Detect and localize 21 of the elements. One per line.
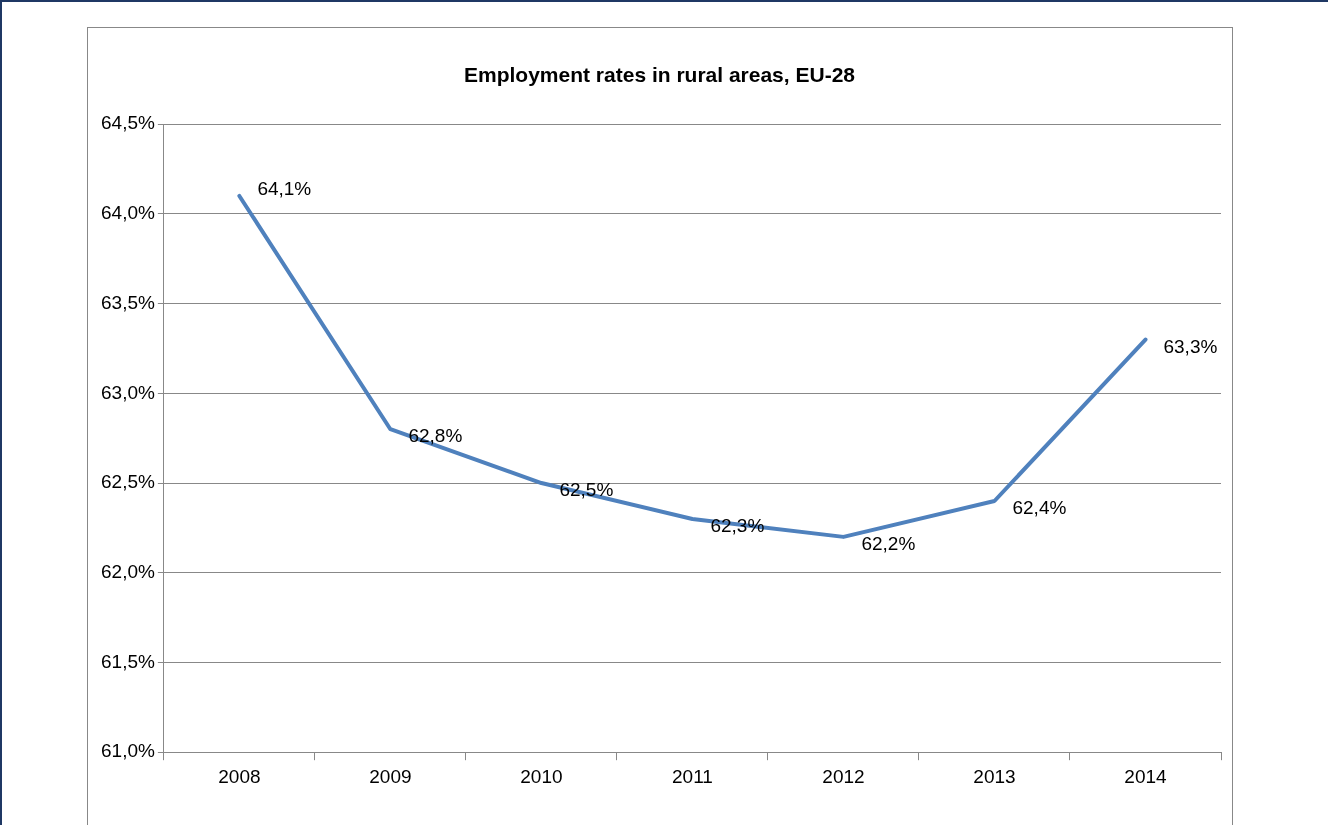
y-tick-label: 64,0% bbox=[101, 202, 155, 224]
y-tick-label: 63,0% bbox=[101, 381, 155, 403]
data-label: 62,8% bbox=[408, 425, 463, 447]
y-tick-label: 62,0% bbox=[101, 561, 155, 583]
x-tick-label: 2011 bbox=[672, 765, 713, 787]
y-tick-label: 61,5% bbox=[101, 650, 155, 672]
x-tick-label: 2008 bbox=[218, 765, 261, 787]
y-tick-label: 64,5% bbox=[101, 112, 155, 134]
x-tick-label: 2014 bbox=[1124, 765, 1168, 787]
x-tick-label: 2012 bbox=[822, 765, 865, 787]
data-label: 62,4% bbox=[1012, 497, 1067, 519]
x-tick-label: 2010 bbox=[520, 765, 563, 787]
data-label: 64,1% bbox=[257, 178, 312, 200]
y-tick-label: 61,0% bbox=[101, 740, 155, 762]
data-label: 62,2% bbox=[861, 533, 916, 555]
chart-title: Employment rates in rural areas, EU-28 bbox=[464, 63, 856, 87]
x-tick-label: 2013 bbox=[973, 765, 1016, 787]
x-tick-label: 2009 bbox=[369, 765, 412, 787]
y-tick-label: 62,5% bbox=[101, 471, 155, 493]
y-tick-label: 63,5% bbox=[101, 291, 155, 313]
data-label: 63,3% bbox=[1163, 335, 1218, 357]
